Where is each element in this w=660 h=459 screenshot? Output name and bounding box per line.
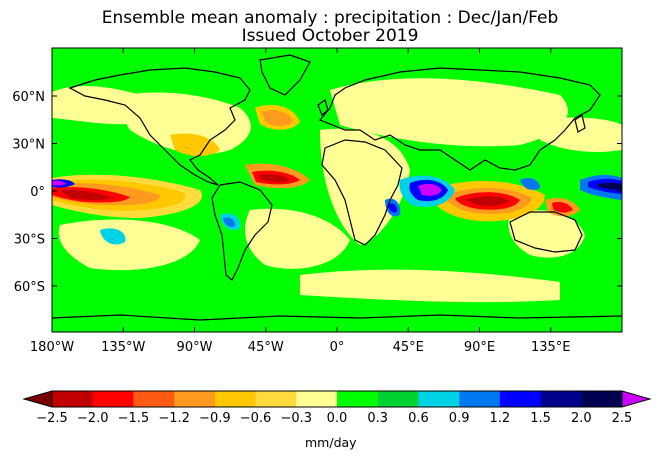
colorbar-tick-label: −0.3 xyxy=(280,411,313,426)
dry-region-southern-ocean xyxy=(300,269,560,303)
dry-region-australia xyxy=(508,210,585,258)
wet-anomaly-south-pacific xyxy=(100,228,126,245)
lon-label: 45°W xyxy=(248,340,284,355)
colorbar-tick-label: 0.6 xyxy=(408,411,429,426)
lon-label: 90°W xyxy=(177,340,213,355)
colorbar-segment xyxy=(581,391,623,407)
coast-north-america xyxy=(68,67,251,186)
map-subtitle: Issued October 2019 xyxy=(241,26,419,46)
colorbar-tick-label: 0.9 xyxy=(448,411,470,426)
colorbar-tick-label: 0.0 xyxy=(326,411,348,426)
anomaly-field xyxy=(52,48,622,332)
coast-uk xyxy=(317,99,329,116)
lon-label: 180°W xyxy=(30,340,74,355)
colorbar-segment xyxy=(296,391,338,407)
lon-label: 90°E xyxy=(464,340,495,355)
coast-south-america xyxy=(211,181,273,281)
colorbar-tick-label: 2.0 xyxy=(570,411,592,426)
colorbar-segment xyxy=(418,391,460,407)
colorbar-tick-label: 1.5 xyxy=(530,411,551,426)
colorbar-segment xyxy=(214,391,257,407)
lon-label: 135°E xyxy=(531,340,571,355)
colorbar-tick-label: 2.5 xyxy=(611,411,633,426)
colorbar-tick-label: −1.2 xyxy=(158,411,190,426)
colorbar-segment xyxy=(92,391,134,407)
dry-region-africa xyxy=(320,128,410,245)
lon-tick-marks xyxy=(51,48,552,332)
lat-label: 60°N xyxy=(12,90,45,105)
coast-africa xyxy=(321,139,403,246)
colorbar-below-extension xyxy=(22,390,53,408)
colorbar-segment xyxy=(174,391,216,407)
dry-region-south-pacific xyxy=(58,219,200,271)
colorbar-tick-label: −1.5 xyxy=(117,411,150,426)
lon-label: 0° xyxy=(330,340,345,355)
lat-label: 60°S xyxy=(14,280,45,295)
wet-anomaly-maritime-continent xyxy=(520,177,540,190)
lat-labels: 60°N 30°N 0° 30°S 60°S xyxy=(12,90,45,295)
colorbar-tick-label: 0.3 xyxy=(367,411,389,426)
lat-label: 30°S xyxy=(14,233,45,248)
colorbar-tick-label: −0.6 xyxy=(239,411,272,426)
colorbar-tick-label: −2.0 xyxy=(76,411,109,426)
colorbar xyxy=(22,390,652,408)
colorbar-frame xyxy=(51,390,623,408)
lon-labels: 180°W 135°W 90°W 45°W 0° 45°E 90°E 135°E xyxy=(30,340,571,355)
colorbar-segment xyxy=(499,391,542,407)
colorbar-segment xyxy=(255,391,297,407)
dry-anomaly-north-america xyxy=(170,133,220,156)
lon-label: 45°E xyxy=(393,340,424,355)
dry-region-west-pacific xyxy=(540,117,622,152)
colorbar-segment xyxy=(337,391,379,407)
dry-region-north-america xyxy=(110,92,251,154)
colorbar-segment xyxy=(459,391,501,407)
lat-tick-marks xyxy=(52,95,622,287)
coastlines xyxy=(52,54,622,321)
lat-label: 30°N xyxy=(12,138,45,153)
dry-region-south-atlantic xyxy=(245,208,350,269)
colorbar-segment xyxy=(52,391,94,407)
coast-eurasia xyxy=(319,67,601,171)
colorbar-units-label: mm/day xyxy=(305,435,357,450)
colorbar-above-extension xyxy=(621,390,652,408)
lon-label: 135°W xyxy=(101,340,145,355)
colorbar-segment xyxy=(133,391,175,407)
colorbar-tick-label: −2.5 xyxy=(36,411,68,426)
coast-antarctica xyxy=(52,314,622,321)
dry-region-eurasia xyxy=(330,78,568,147)
map-title: Ensemble mean anomaly : precipitation : … xyxy=(101,8,559,28)
colorbar-segment xyxy=(377,391,419,407)
colorbar-segment xyxy=(540,391,582,407)
coast-australia xyxy=(509,211,583,253)
lat-label: 0° xyxy=(30,185,45,200)
coast-japan xyxy=(574,113,586,133)
coast-greenland xyxy=(259,54,311,96)
colorbar-tick-label: −0.9 xyxy=(199,411,231,426)
colorbar-tick-label: 1.2 xyxy=(489,411,511,426)
